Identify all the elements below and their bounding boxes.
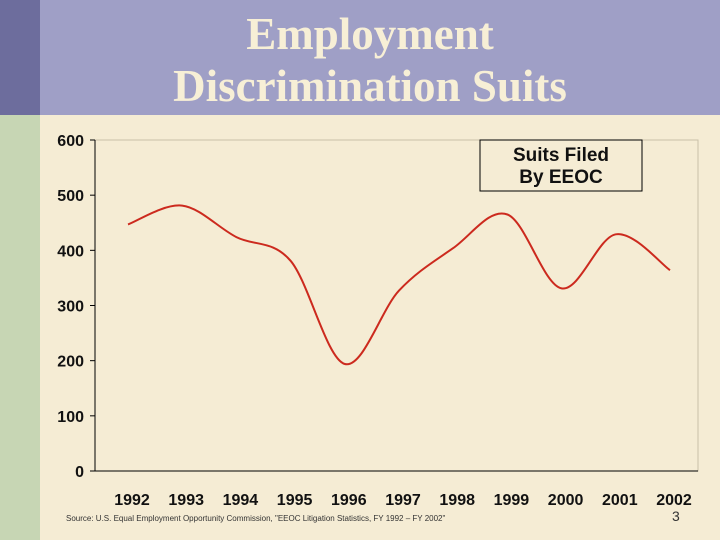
- annotation-line-1: Suits Filed: [513, 145, 609, 166]
- slide-title: Employment Discrimination Suits: [60, 8, 680, 112]
- x-tick-label: 2001: [602, 492, 638, 509]
- x-tick-label: 2000: [548, 492, 584, 509]
- x-tick-label: 1997: [385, 492, 421, 509]
- y-tick-label: 300: [57, 299, 84, 316]
- slide-number: 3: [672, 508, 680, 524]
- left-accent-strip-bottom: [0, 115, 40, 540]
- y-tick-label: 500: [57, 188, 84, 205]
- slide-title-line-2: Discrimination Suits: [173, 61, 567, 111]
- source-note: Source: U.S. Equal Employment Opportunit…: [66, 514, 446, 523]
- y-tick-label: 100: [57, 409, 84, 426]
- x-tick-label: 2002: [656, 492, 692, 509]
- annotation-line-2: By EEOC: [519, 167, 603, 188]
- y-tick-label: 0: [75, 464, 84, 481]
- left-accent-strip-top: [0, 0, 40, 115]
- x-tick-label: 1994: [223, 492, 259, 509]
- x-tick-label: 1996: [331, 492, 367, 509]
- annotation-box: Suits Filed By EEOC: [479, 139, 643, 192]
- y-tick-label: 200: [57, 354, 84, 371]
- title-band: [0, 0, 720, 115]
- x-tick-label: 1992: [114, 492, 150, 509]
- x-tick-label: 1993: [168, 492, 204, 509]
- x-tick-label: 1999: [494, 492, 530, 509]
- y-tick-label: 600: [57, 133, 84, 150]
- slide-title-line-1: Employment: [246, 9, 494, 59]
- x-tick-label: 1998: [439, 492, 475, 509]
- y-tick-label: 400: [57, 243, 84, 260]
- series-line-suits-filed: [127, 204, 671, 366]
- x-tick-label: 1995: [277, 492, 313, 509]
